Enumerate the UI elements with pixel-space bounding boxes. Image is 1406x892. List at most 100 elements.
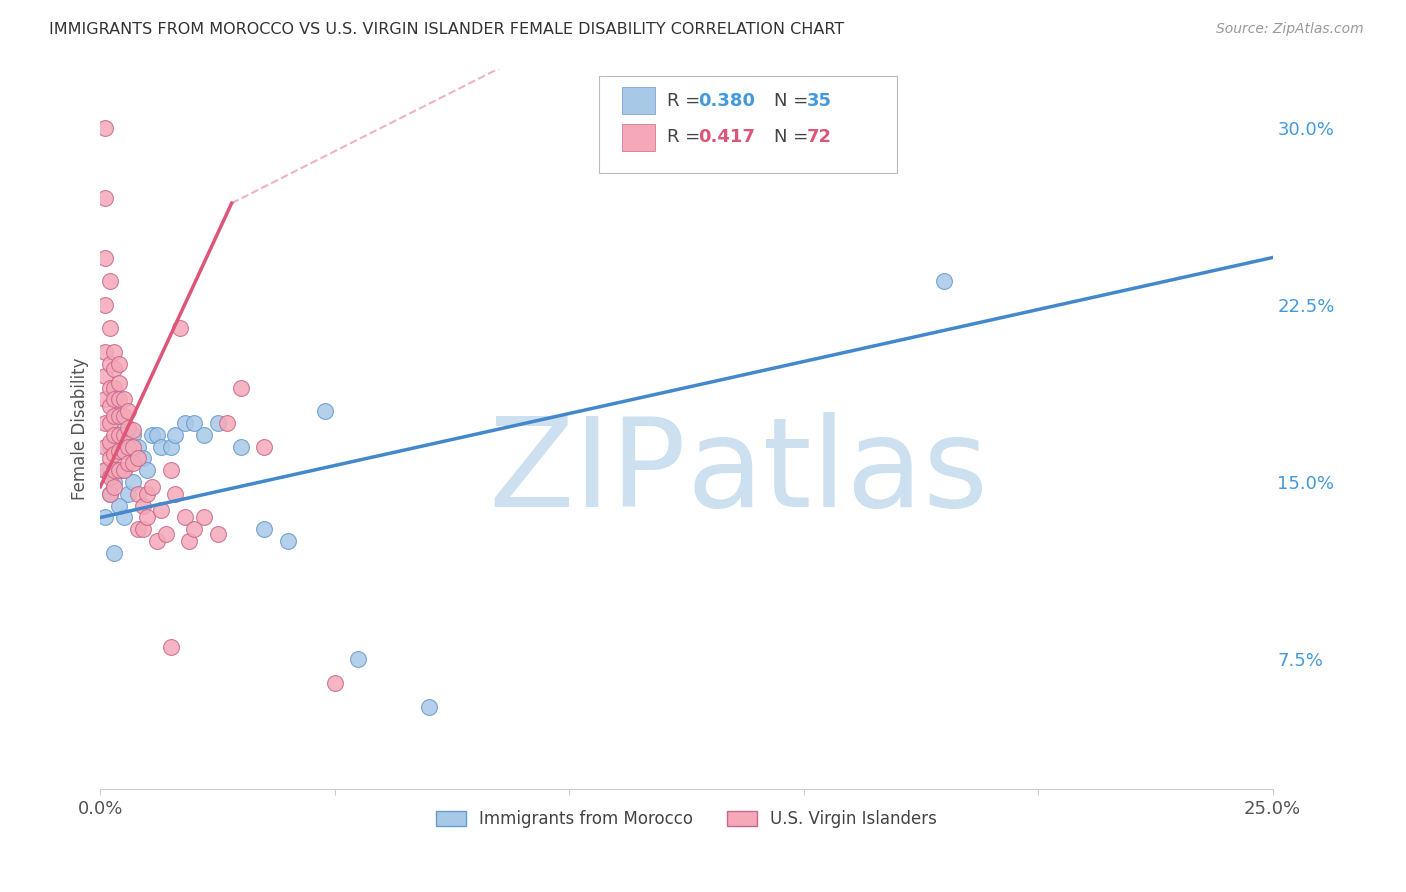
Point xyxy=(117,487,139,501)
Text: N =: N = xyxy=(775,92,814,110)
Point xyxy=(127,522,149,536)
Point xyxy=(98,487,121,501)
Text: IMMIGRANTS FROM MOROCCO VS U.S. VIRGIN ISLANDER FEMALE DISABILITY CORRELATION CH: IMMIGRANTS FROM MOROCCO VS U.S. VIRGIN I… xyxy=(49,22,845,37)
Point xyxy=(98,470,121,484)
Point xyxy=(131,451,153,466)
Point xyxy=(108,463,131,477)
Point xyxy=(103,475,125,489)
Point xyxy=(108,376,131,390)
Point xyxy=(155,527,177,541)
Point xyxy=(136,510,159,524)
Point xyxy=(98,434,121,449)
Point xyxy=(98,321,121,335)
Point xyxy=(103,361,125,376)
Point xyxy=(122,456,145,470)
Point xyxy=(150,503,173,517)
Point xyxy=(108,427,131,442)
Point xyxy=(103,447,125,461)
Point xyxy=(103,463,125,477)
Point xyxy=(131,499,153,513)
Point xyxy=(136,463,159,477)
Point xyxy=(165,427,187,442)
Point xyxy=(117,404,139,418)
Point xyxy=(103,392,125,407)
Point xyxy=(98,357,121,371)
Point xyxy=(94,251,117,265)
Point xyxy=(253,522,276,536)
Point xyxy=(150,440,173,454)
Point xyxy=(98,451,121,466)
Point xyxy=(94,192,117,206)
Point xyxy=(207,416,229,430)
Point xyxy=(131,522,153,536)
Point xyxy=(94,368,117,383)
Point xyxy=(122,475,145,489)
Point xyxy=(418,699,440,714)
Point xyxy=(347,652,370,666)
Text: N =: N = xyxy=(775,128,814,146)
Point xyxy=(117,440,139,454)
Point xyxy=(193,427,215,442)
Point xyxy=(127,487,149,501)
Point xyxy=(108,499,131,513)
FancyBboxPatch shape xyxy=(599,76,897,173)
Text: ZIP: ZIP xyxy=(488,411,686,533)
Point xyxy=(173,510,195,524)
Text: 35: 35 xyxy=(807,92,832,110)
Point xyxy=(183,416,205,430)
Point xyxy=(94,120,117,135)
Point xyxy=(117,420,139,434)
Point xyxy=(314,404,336,418)
Point xyxy=(145,534,167,549)
Y-axis label: Female Disability: Female Disability xyxy=(72,358,89,500)
Point xyxy=(934,274,956,288)
Point xyxy=(103,480,125,494)
Point xyxy=(122,427,145,442)
Point xyxy=(108,357,131,371)
Point xyxy=(98,400,121,414)
Point xyxy=(98,487,121,501)
Point xyxy=(112,392,135,407)
Text: 72: 72 xyxy=(807,128,832,146)
Point xyxy=(127,440,149,454)
Text: R =: R = xyxy=(666,92,706,110)
Point xyxy=(122,423,145,437)
Point xyxy=(103,380,125,394)
Point xyxy=(117,440,139,454)
Point xyxy=(136,487,159,501)
Text: R =: R = xyxy=(666,128,706,146)
Point xyxy=(98,380,121,394)
Point xyxy=(183,522,205,536)
Point xyxy=(98,440,121,454)
Point xyxy=(193,510,215,524)
Point xyxy=(159,440,181,454)
Point xyxy=(169,321,191,335)
Point xyxy=(127,451,149,466)
Point xyxy=(103,427,125,442)
Point xyxy=(108,416,131,430)
Point xyxy=(117,456,139,470)
Text: 0.380: 0.380 xyxy=(699,92,755,110)
Point xyxy=(112,463,135,477)
Point xyxy=(103,440,125,454)
Point xyxy=(112,409,135,423)
Point xyxy=(98,416,121,430)
Point xyxy=(94,463,117,477)
Point xyxy=(141,427,163,442)
Point xyxy=(94,392,117,407)
Point xyxy=(103,345,125,359)
Legend: Immigrants from Morocco, U.S. Virgin Islanders: Immigrants from Morocco, U.S. Virgin Isl… xyxy=(429,804,943,835)
Point xyxy=(141,480,163,494)
Point xyxy=(173,416,195,430)
Point xyxy=(253,440,276,454)
Point xyxy=(277,534,299,549)
Point xyxy=(159,463,181,477)
Point xyxy=(108,409,131,423)
Text: Source: ZipAtlas.com: Source: ZipAtlas.com xyxy=(1216,22,1364,37)
Point xyxy=(215,416,238,430)
Bar xyxy=(621,123,655,151)
Point xyxy=(94,345,117,359)
Point xyxy=(122,440,145,454)
Point xyxy=(159,640,181,655)
Text: atlas: atlas xyxy=(686,411,988,533)
